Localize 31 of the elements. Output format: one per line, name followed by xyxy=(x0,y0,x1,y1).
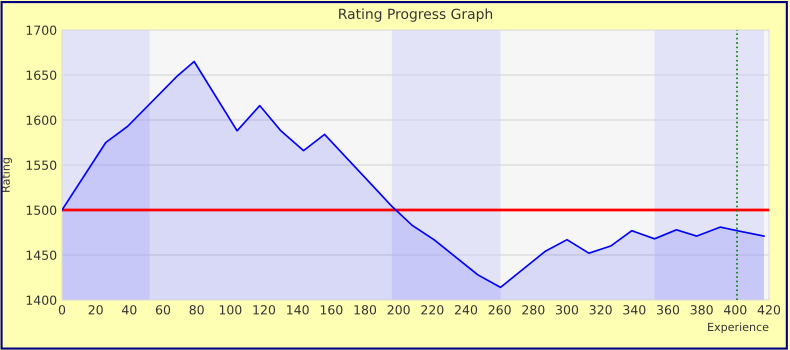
y-tick-label: 1500 xyxy=(26,205,56,215)
x-tick-label: 160 xyxy=(320,305,342,315)
x-tick-label: 420 xyxy=(758,305,780,315)
y-tick-label: 1550 xyxy=(26,160,56,170)
x-axis-title: Experience xyxy=(708,322,768,334)
chart-title: Rating Progress Graph xyxy=(339,8,492,22)
x-tick-label: 180 xyxy=(354,305,376,315)
y-tick-label: 1450 xyxy=(26,250,56,260)
x-tick-label: 200 xyxy=(388,305,410,315)
y-tick-label: 1400 xyxy=(26,295,56,305)
x-tick-label: 140 xyxy=(287,305,309,315)
x-tick-label: 380 xyxy=(690,305,713,315)
x-tick-label: 240 xyxy=(454,305,478,315)
x-tick-label: 340 xyxy=(623,305,646,315)
x-tick-label: 220 xyxy=(421,305,444,315)
x-tick-label: 120 xyxy=(253,305,276,315)
x-tick-label: 360 xyxy=(657,305,680,315)
x-tick-label: 60 xyxy=(156,305,170,315)
y-tick-label: 1600 xyxy=(26,115,56,125)
y-tick-label: 1650 xyxy=(26,70,56,80)
x-tick-label: 40 xyxy=(122,305,136,315)
x-tick-label: 20 xyxy=(88,305,103,315)
x-tick-label: 320 xyxy=(590,305,612,315)
x-tick-label: 0 xyxy=(58,305,66,315)
x-tick-label: 80 xyxy=(190,305,204,315)
x-tick-label: 100 xyxy=(220,305,242,315)
y-tick-label: 1700 xyxy=(26,25,56,35)
x-tick-label: 280 xyxy=(522,305,544,315)
x-tick-label: 400 xyxy=(724,305,746,315)
x-tick-label: 300 xyxy=(556,305,578,315)
x-tick-label: 260 xyxy=(488,305,511,315)
